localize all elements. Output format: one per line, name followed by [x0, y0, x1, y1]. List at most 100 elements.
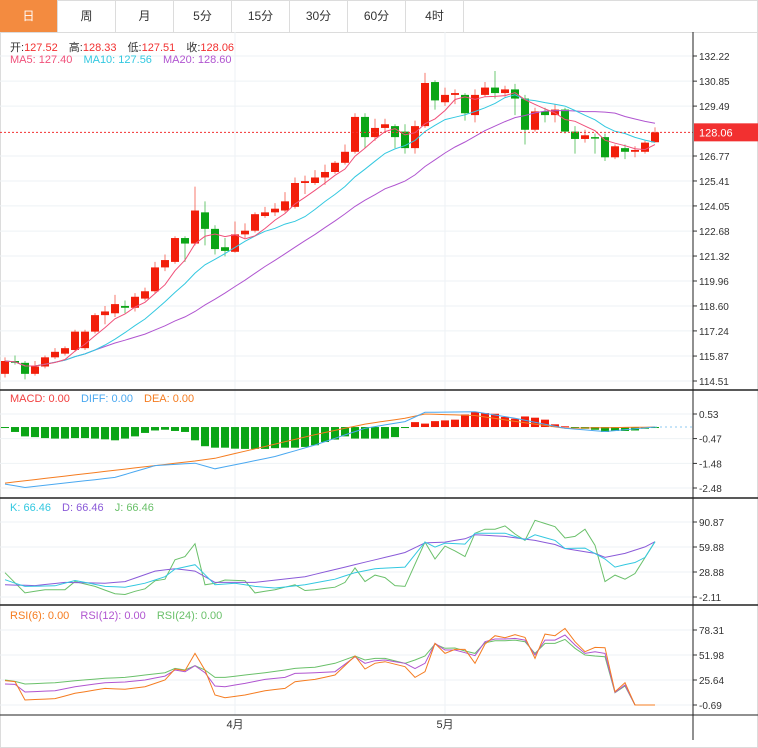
candle-body — [211, 228, 219, 250]
candle-body — [561, 109, 569, 132]
rsi-legend: RSI(6): 0.00 RSI(12): 0.00 RSI(24): 0.00 — [10, 610, 230, 622]
macd-bar — [321, 427, 329, 443]
macd-bar — [501, 416, 509, 428]
tab-5min[interactable]: 5分 — [174, 0, 232, 32]
candle-body — [271, 208, 279, 213]
tab-month[interactable]: 月 — [116, 0, 174, 32]
low-label: 低: — [127, 42, 142, 54]
candle-body — [61, 348, 69, 354]
candle-body — [521, 98, 529, 130]
macd-bar — [71, 427, 79, 439]
price-tick-label: 126.77 — [699, 152, 730, 163]
kdj-tick-label: -2.11 — [699, 593, 721, 604]
candle-body — [251, 214, 259, 231]
candle-body — [431, 82, 439, 101]
tab-30min[interactable]: 30分 — [290, 0, 348, 32]
rsi-tick-label: 78.31 — [699, 626, 724, 637]
candle-body — [241, 230, 249, 235]
open-label: 开: — [10, 42, 25, 54]
price-tick-label: 129.49 — [699, 102, 730, 113]
candle-body — [621, 148, 629, 152]
rsi-tick-label: 51.98 — [699, 651, 724, 662]
high-value: 128.33 — [82, 42, 117, 54]
candle-body — [291, 182, 299, 207]
candle-body — [261, 212, 269, 217]
candle-body — [351, 116, 359, 152]
candle-body — [461, 94, 469, 114]
candle-body — [121, 305, 129, 308]
price-tick-label: 119.96 — [699, 277, 729, 288]
d-value: D: 66.46 — [62, 502, 104, 514]
kdj-tick-label: 90.87 — [699, 518, 724, 529]
candle-body — [641, 142, 649, 152]
candle-body — [21, 362, 29, 374]
tab-15min[interactable]: 15分 — [232, 0, 290, 32]
kdj-tick-label: 28.88 — [699, 568, 724, 579]
macd-bar — [551, 424, 559, 428]
macd-bar — [191, 427, 199, 441]
current-price-badge — [694, 123, 758, 142]
candle-body — [341, 151, 349, 163]
candle-body — [571, 131, 579, 139]
candle-body — [201, 212, 209, 229]
tab-4hour[interactable]: 4时 — [406, 0, 464, 32]
macd-bar — [401, 427, 409, 429]
macd-value: MACD: 0.00 — [10, 393, 70, 405]
macd-bar — [371, 427, 379, 439]
candle-body — [491, 87, 499, 94]
ma20-line — [4, 109, 656, 367]
macd-bar — [131, 427, 139, 437]
candle-body — [471, 94, 479, 116]
price-tick-label: 118.60 — [699, 302, 729, 313]
price-tick-label: 117.24 — [699, 327, 729, 338]
ma5-legend: MA5: 127.40 — [10, 54, 73, 66]
open-value: 127.52 — [24, 42, 58, 54]
macd-tick-label: -2.48 — [699, 484, 722, 495]
macd-bar — [151, 427, 159, 431]
close-value: 128.06 — [200, 42, 235, 54]
tab-day[interactable]: 日 — [0, 0, 58, 32]
tab-60min[interactable]: 60分 — [348, 0, 406, 32]
macd-legend: MACD: 0.00 DIFF: 0.00 DEA: 0.00 — [10, 393, 202, 405]
rsi12-line — [4, 634, 655, 706]
macd-bar — [141, 427, 149, 433]
candle-body — [601, 137, 609, 158]
candle-body — [631, 149, 639, 152]
macd-bar — [381, 427, 389, 439]
candle-body — [511, 89, 519, 99]
candle-body — [591, 137, 599, 139]
rsi-tick-label: 25.64 — [699, 676, 724, 687]
ma10-legend: MA10: 127.56 — [83, 54, 152, 66]
candle-body — [221, 247, 229, 251]
candle-body — [651, 132, 659, 143]
ma10-line — [4, 94, 656, 367]
candle-body — [391, 126, 399, 138]
candle-body — [171, 238, 179, 262]
close-label: 收: — [186, 42, 201, 54]
macd-bar — [341, 427, 349, 437]
x-axis-label: 5月 — [436, 719, 453, 731]
macd-bar — [411, 422, 419, 428]
macd-bar — [211, 427, 219, 448]
macd-bar — [331, 427, 339, 440]
candle-body — [531, 111, 539, 130]
ma20-legend: MA20: 128.60 — [163, 54, 232, 66]
macd-bar — [281, 427, 289, 448]
k-line — [4, 532, 656, 589]
macd-tick-label: -1.48 — [699, 459, 722, 470]
macd-bar — [481, 413, 489, 428]
k-value: K: 66.46 — [10, 502, 51, 514]
macd-bar — [101, 427, 109, 440]
j-value: J: 66.46 — [114, 502, 154, 514]
tab-week[interactable]: 周 — [58, 0, 116, 32]
macd-bar — [41, 427, 49, 439]
macd-bar — [511, 418, 519, 428]
candle-body — [91, 315, 99, 332]
d-line — [4, 534, 656, 587]
candle-body — [321, 171, 329, 178]
j-line — [4, 519, 656, 596]
macd-bar — [441, 420, 449, 428]
macd-bar — [11, 427, 19, 432]
macd-bar — [521, 416, 529, 428]
